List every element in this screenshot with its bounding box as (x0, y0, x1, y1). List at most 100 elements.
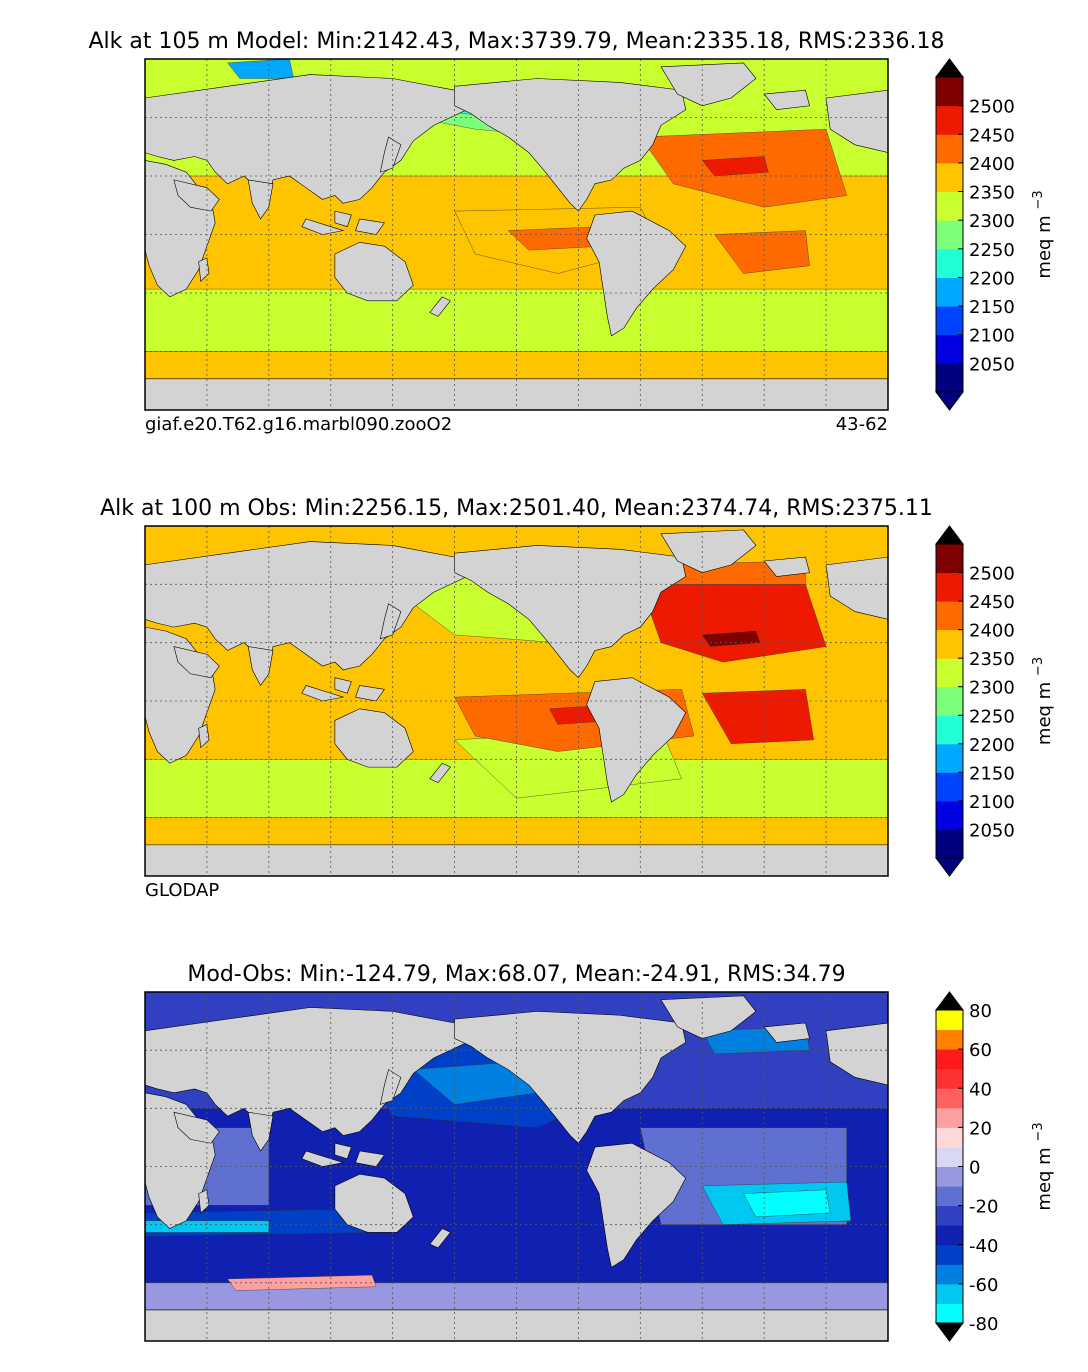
colorbar-tick-label: 80 (969, 1001, 992, 1022)
colorbar-segment (936, 220, 963, 250)
colorbar-segment (936, 334, 963, 364)
map-area (145, 992, 888, 1341)
contour-region (743, 1189, 831, 1218)
colorbar-over-triangle (935, 525, 964, 545)
colorbar-segment (936, 1244, 963, 1265)
colorbar-segment (936, 1283, 963, 1304)
colorbar-tick-label: 2050 (969, 354, 1015, 375)
colorbar-tick-label: 0 (969, 1158, 980, 1179)
colorbar-tick-label: 2300 (969, 678, 1015, 699)
colorbar-segment (936, 77, 963, 107)
map-frame (144, 58, 889, 411)
colorbar-tick-label: 2450 (969, 125, 1015, 146)
panel-title: Alk at 100 m Obs: Min:2256.15, Max:2501.… (100, 496, 933, 521)
colorbar-under-triangle (935, 1322, 964, 1342)
colorbar-segment (936, 572, 963, 602)
map-frame (144, 525, 889, 877)
colorbar-segment (936, 1264, 963, 1285)
colorbar-tick-label: 40 (969, 1079, 992, 1100)
colorbar-segment (936, 1088, 963, 1109)
colorbar-tick-label: -60 (969, 1275, 998, 1296)
map-area (145, 526, 888, 876)
colorbar-segment (936, 743, 963, 773)
colorbar-segment (936, 1049, 963, 1070)
colorbar-tick-label: 2400 (969, 154, 1015, 175)
colorbar-over-triangle (935, 991, 964, 1011)
colorbar-segment (936, 800, 963, 830)
gridlines (145, 526, 888, 876)
colorbar-segment (936, 658, 963, 688)
colorbar-segment (936, 277, 963, 307)
colorbar: -80 -60 -40 -20 0 20 40 60 80 meq m −3 (935, 991, 1055, 1342)
colorbar-under-triangle (935, 391, 964, 411)
colorbar-segment (936, 363, 963, 393)
colorbar: 2050 2100 2150 2200 2250 2300 2350 2400 2450 2500… (935, 58, 1055, 411)
colorbar-segment (936, 162, 963, 193)
colorbar-tick-label: 2200 (969, 735, 1015, 756)
colorbar: 2050 2100 2150 2200 2250 2300 2350 2400 2450 2500… (935, 525, 1055, 877)
gridlines (145, 59, 888, 410)
gridlines (145, 992, 888, 1341)
panel-0: Alk at 105 m Model: Min:2142.43, Max:373… (88, 29, 1055, 435)
colorbar-over-triangle (935, 58, 964, 78)
colorbar-segment (936, 544, 963, 574)
run-label: GLODAP (145, 880, 219, 901)
colorbar-segment (936, 715, 963, 745)
colorbar-tick-label: 60 (969, 1040, 992, 1061)
panel-title: Mod-Obs: Min:-124.79, Max:68.07, Mean:-2… (187, 962, 845, 987)
colorbar-tick-label: 2150 (969, 297, 1015, 318)
colorbar-tick-label: 2250 (969, 706, 1015, 727)
colorbar-tick-label: 2500 (969, 97, 1015, 118)
panel-title: Alk at 105 m Model: Min:2142.43, Max:373… (88, 29, 944, 54)
colorbar-tick-label: 2100 (969, 792, 1015, 813)
colorbar-tick-label: 2250 (969, 240, 1015, 261)
colorbar-tick-label: 2200 (969, 268, 1015, 289)
colorbar-tick-label: 2450 (969, 592, 1015, 613)
colorbar-under-triangle (935, 857, 964, 877)
colorbar-segment (936, 1146, 963, 1167)
colorbar-segment (936, 105, 963, 135)
colorbar-tick-label: 2300 (969, 211, 1015, 232)
colorbar-segment (936, 248, 963, 278)
map-frame (144, 991, 889, 1342)
colorbar-tick-label: 2050 (969, 820, 1015, 841)
colorbar-segment (936, 1029, 963, 1050)
colorbar-segment (936, 601, 963, 631)
colorbar-tick-label: 2100 (969, 326, 1015, 347)
contour-region (701, 156, 769, 177)
panel-2: Mod-Obs: Min:-124.79, Max:68.07, Mean:-2… (144, 962, 1055, 1342)
panel-1: Alk at 100 m Obs: Min:2256.15, Max:2501.… (100, 496, 1055, 901)
colorbar-segment (936, 134, 963, 164)
colorbar-segment (936, 1107, 963, 1128)
colorbar-tick-label: 2500 (969, 564, 1015, 585)
colorbar-tick-label: -20 (969, 1197, 998, 1218)
colorbar-label: meq m −3 (1031, 657, 1055, 745)
colorbar-tick-label: -80 (969, 1314, 998, 1335)
run-label: giaf.e20.T62.g16.marbl090.zooO2 (145, 414, 452, 435)
colorbar-segment (936, 1068, 963, 1089)
colorbar-segment (936, 1127, 963, 1148)
colorbar-segment (936, 191, 963, 221)
colorbar-segment (936, 1010, 963, 1031)
colorbar-segment (936, 629, 963, 659)
contour-region (701, 689, 814, 744)
colorbar-segment (936, 1303, 963, 1324)
colorbar-segment (936, 306, 963, 336)
colorbar-tick-label: 20 (969, 1118, 992, 1139)
colorbar-segment (936, 1205, 963, 1226)
map-area (145, 59, 888, 410)
colorbar-segment (936, 1186, 963, 1207)
colorbar-segment (936, 829, 963, 859)
colorbar-segment (936, 1166, 963, 1187)
contour-region (714, 230, 810, 274)
colorbar-tick-label: 2350 (969, 183, 1015, 204)
colorbar-segment (936, 772, 963, 802)
colorbar-tick-label: 2400 (969, 621, 1015, 642)
colorbar-tick-label: 2150 (969, 763, 1015, 784)
years-label: 43-62 (836, 414, 888, 435)
colorbar-tick-label: -40 (969, 1236, 998, 1257)
colorbar-tick-label: 2350 (969, 649, 1015, 670)
colorbar-segment (936, 686, 963, 716)
colorbar-label: meq m −3 (1031, 1122, 1055, 1210)
